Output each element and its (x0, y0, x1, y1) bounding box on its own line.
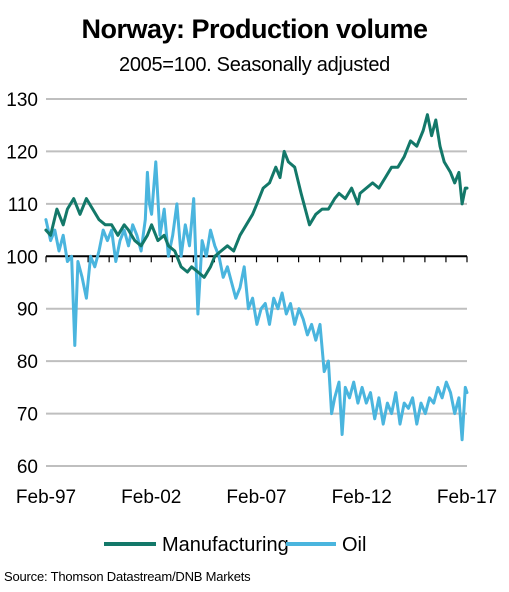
series-line-oil (44, 160, 469, 442)
x-tick-label: Feb-97 (16, 487, 76, 508)
x-tick-label: Feb-07 (226, 487, 286, 508)
series-line-manufacturing (44, 113, 469, 279)
y-tick-label: 60 (17, 457, 38, 478)
y-tick-label: 70 (17, 405, 38, 426)
x-tick-label: Feb-12 (332, 487, 392, 508)
chart-title: Norway: Production volume (81, 14, 428, 44)
x-tick-label: Feb-17 (437, 487, 497, 508)
legend: Manufacturing Oil (104, 534, 366, 556)
chart-subtitle: 2005=100. Seasonally adjusted (119, 54, 390, 76)
y-tick-label: 130 (6, 90, 38, 111)
y-axis-tick-labels: 60 70 80 90 100 110 120 130 (6, 90, 38, 478)
x-tick-label: Feb-02 (121, 487, 181, 508)
y-tick-label: 80 (17, 352, 38, 373)
x-axis (45, 255, 468, 263)
gridlines (46, 98, 467, 467)
y-tick-label: 110 (8, 195, 38, 216)
legend-label-manufacturing: Manufacturing (162, 534, 289, 556)
y-tick-label: 120 (6, 142, 38, 163)
legend-label-oil: Oil (342, 534, 366, 556)
source-note: Source: Thomson Datastream/DNB Markets (4, 569, 251, 584)
y-tick-label: 100 (6, 247, 38, 268)
y-tick-label: 90 (17, 300, 38, 321)
x-axis-tick-labels: Feb-97 Feb-02 Feb-07 Feb-12 Feb-17 (16, 487, 497, 508)
series-lines (44, 113, 469, 442)
